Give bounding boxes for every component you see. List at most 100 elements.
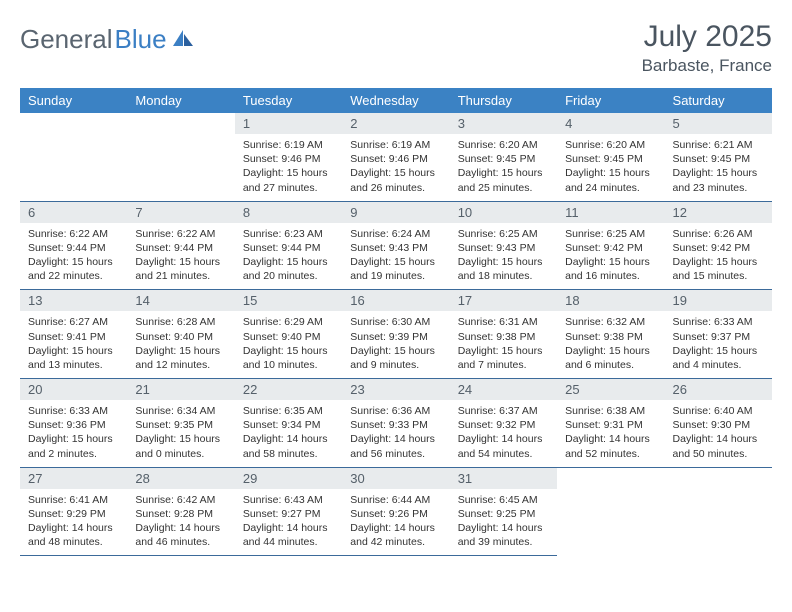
- day-header: Tuesday: [235, 88, 342, 113]
- day-number: 26: [665, 379, 772, 400]
- day-body: Sunrise: 6:44 AMSunset: 9:26 PMDaylight:…: [342, 489, 449, 556]
- day-number: 14: [127, 290, 234, 311]
- calendar-day: 8Sunrise: 6:23 AMSunset: 9:44 PMDaylight…: [235, 201, 342, 290]
- calendar-day: 7Sunrise: 6:22 AMSunset: 9:44 PMDaylight…: [127, 201, 234, 290]
- calendar-day: 6Sunrise: 6:22 AMSunset: 9:44 PMDaylight…: [20, 201, 127, 290]
- day-body: Sunrise: 6:27 AMSunset: 9:41 PMDaylight:…: [20, 311, 127, 378]
- calendar-day: 9Sunrise: 6:24 AMSunset: 9:43 PMDaylight…: [342, 201, 449, 290]
- calendar-day: 14Sunrise: 6:28 AMSunset: 9:40 PMDayligh…: [127, 290, 234, 379]
- day-body: Sunrise: 6:20 AMSunset: 9:45 PMDaylight:…: [450, 134, 557, 201]
- day-number: 31: [450, 468, 557, 489]
- calendar-day: 2Sunrise: 6:19 AMSunset: 9:46 PMDaylight…: [342, 113, 449, 201]
- day-number: 22: [235, 379, 342, 400]
- day-number: 17: [450, 290, 557, 311]
- day-header: Friday: [557, 88, 664, 113]
- day-body: Sunrise: 6:20 AMSunset: 9:45 PMDaylight:…: [557, 134, 664, 201]
- day-body: Sunrise: 6:45 AMSunset: 9:25 PMDaylight:…: [450, 489, 557, 556]
- day-body: Sunrise: 6:42 AMSunset: 9:28 PMDaylight:…: [127, 489, 234, 556]
- calendar-day: 31Sunrise: 6:45 AMSunset: 9:25 PMDayligh…: [450, 467, 557, 556]
- calendar-day: 15Sunrise: 6:29 AMSunset: 9:40 PMDayligh…: [235, 290, 342, 379]
- day-number: 23: [342, 379, 449, 400]
- calendar-day: 30Sunrise: 6:44 AMSunset: 9:26 PMDayligh…: [342, 467, 449, 556]
- day-number: 19: [665, 290, 772, 311]
- calendar-day-empty: [20, 113, 127, 201]
- day-body: Sunrise: 6:24 AMSunset: 9:43 PMDaylight:…: [342, 223, 449, 290]
- day-number: 28: [127, 468, 234, 489]
- calendar-day: 18Sunrise: 6:32 AMSunset: 9:38 PMDayligh…: [557, 290, 664, 379]
- day-number: 11: [557, 202, 664, 223]
- day-number: 7: [127, 202, 234, 223]
- day-number: 24: [450, 379, 557, 400]
- day-number: 8: [235, 202, 342, 223]
- day-number: 4: [557, 113, 664, 134]
- calendar-day: 19Sunrise: 6:33 AMSunset: 9:37 PMDayligh…: [665, 290, 772, 379]
- calendar-day: 4Sunrise: 6:20 AMSunset: 9:45 PMDaylight…: [557, 113, 664, 201]
- day-header: Wednesday: [342, 88, 449, 113]
- calendar-day: 16Sunrise: 6:30 AMSunset: 9:39 PMDayligh…: [342, 290, 449, 379]
- day-number: 9: [342, 202, 449, 223]
- day-body: Sunrise: 6:33 AMSunset: 9:36 PMDaylight:…: [20, 400, 127, 467]
- calendar-day: 10Sunrise: 6:25 AMSunset: 9:43 PMDayligh…: [450, 201, 557, 290]
- day-body: Sunrise: 6:31 AMSunset: 9:38 PMDaylight:…: [450, 311, 557, 378]
- day-number: 13: [20, 290, 127, 311]
- day-header: Thursday: [450, 88, 557, 113]
- calendar-day: 21Sunrise: 6:34 AMSunset: 9:35 PMDayligh…: [127, 379, 234, 468]
- day-number: 3: [450, 113, 557, 134]
- calendar-day: 12Sunrise: 6:26 AMSunset: 9:42 PMDayligh…: [665, 201, 772, 290]
- day-number: 18: [557, 290, 664, 311]
- day-body: Sunrise: 6:28 AMSunset: 9:40 PMDaylight:…: [127, 311, 234, 378]
- header: GeneralBlue July 2025 Barbaste, France: [20, 20, 772, 76]
- day-number: 10: [450, 202, 557, 223]
- day-body: Sunrise: 6:19 AMSunset: 9:46 PMDaylight:…: [342, 134, 449, 201]
- day-number: 15: [235, 290, 342, 311]
- day-number: 1: [235, 113, 342, 134]
- day-body: Sunrise: 6:40 AMSunset: 9:30 PMDaylight:…: [665, 400, 772, 467]
- title-block: July 2025 Barbaste, France: [642, 20, 772, 76]
- day-body: Sunrise: 6:41 AMSunset: 9:29 PMDaylight:…: [20, 489, 127, 556]
- calendar-day: 11Sunrise: 6:25 AMSunset: 9:42 PMDayligh…: [557, 201, 664, 290]
- day-body: Sunrise: 6:29 AMSunset: 9:40 PMDaylight:…: [235, 311, 342, 378]
- calendar-day: 17Sunrise: 6:31 AMSunset: 9:38 PMDayligh…: [450, 290, 557, 379]
- calendar-day: 29Sunrise: 6:43 AMSunset: 9:27 PMDayligh…: [235, 467, 342, 556]
- calendar-week: 20Sunrise: 6:33 AMSunset: 9:36 PMDayligh…: [20, 379, 772, 468]
- calendar-week: 13Sunrise: 6:27 AMSunset: 9:41 PMDayligh…: [20, 290, 772, 379]
- day-header-row: SundayMondayTuesdayWednesdayThursdayFrid…: [20, 88, 772, 113]
- day-body: Sunrise: 6:26 AMSunset: 9:42 PMDaylight:…: [665, 223, 772, 290]
- day-header: Monday: [127, 88, 234, 113]
- calendar-day: 28Sunrise: 6:42 AMSunset: 9:28 PMDayligh…: [127, 467, 234, 556]
- day-body: Sunrise: 6:19 AMSunset: 9:46 PMDaylight:…: [235, 134, 342, 201]
- calendar-body: 1Sunrise: 6:19 AMSunset: 9:46 PMDaylight…: [20, 113, 772, 556]
- calendar-day: 25Sunrise: 6:38 AMSunset: 9:31 PMDayligh…: [557, 379, 664, 468]
- location: Barbaste, France: [642, 56, 772, 76]
- calendar-day-empty: [127, 113, 234, 201]
- sail-icon: [171, 24, 195, 55]
- day-number: 2: [342, 113, 449, 134]
- day-body: Sunrise: 6:32 AMSunset: 9:38 PMDaylight:…: [557, 311, 664, 378]
- calendar-day-empty: [665, 467, 772, 556]
- day-body: Sunrise: 6:37 AMSunset: 9:32 PMDaylight:…: [450, 400, 557, 467]
- day-number: 12: [665, 202, 772, 223]
- day-number: 30: [342, 468, 449, 489]
- calendar-day: 23Sunrise: 6:36 AMSunset: 9:33 PMDayligh…: [342, 379, 449, 468]
- day-body: Sunrise: 6:25 AMSunset: 9:42 PMDaylight:…: [557, 223, 664, 290]
- calendar-page: GeneralBlue July 2025 Barbaste, France S…: [0, 0, 792, 566]
- day-body: Sunrise: 6:25 AMSunset: 9:43 PMDaylight:…: [450, 223, 557, 290]
- calendar-week: 1Sunrise: 6:19 AMSunset: 9:46 PMDaylight…: [20, 113, 772, 201]
- calendar-week: 27Sunrise: 6:41 AMSunset: 9:29 PMDayligh…: [20, 467, 772, 556]
- day-body: Sunrise: 6:35 AMSunset: 9:34 PMDaylight:…: [235, 400, 342, 467]
- calendar-day: 27Sunrise: 6:41 AMSunset: 9:29 PMDayligh…: [20, 467, 127, 556]
- brand-logo: GeneralBlue: [20, 20, 195, 55]
- day-number: 20: [20, 379, 127, 400]
- day-body: Sunrise: 6:22 AMSunset: 9:44 PMDaylight:…: [20, 223, 127, 290]
- day-body: Sunrise: 6:34 AMSunset: 9:35 PMDaylight:…: [127, 400, 234, 467]
- brand-part1: General: [20, 24, 113, 55]
- calendar-day: 22Sunrise: 6:35 AMSunset: 9:34 PMDayligh…: [235, 379, 342, 468]
- day-header: Sunday: [20, 88, 127, 113]
- calendar-day: 5Sunrise: 6:21 AMSunset: 9:45 PMDaylight…: [665, 113, 772, 201]
- day-body: Sunrise: 6:38 AMSunset: 9:31 PMDaylight:…: [557, 400, 664, 467]
- calendar-day: 20Sunrise: 6:33 AMSunset: 9:36 PMDayligh…: [20, 379, 127, 468]
- day-number: 6: [20, 202, 127, 223]
- day-number: 29: [235, 468, 342, 489]
- day-number: 16: [342, 290, 449, 311]
- day-number: 5: [665, 113, 772, 134]
